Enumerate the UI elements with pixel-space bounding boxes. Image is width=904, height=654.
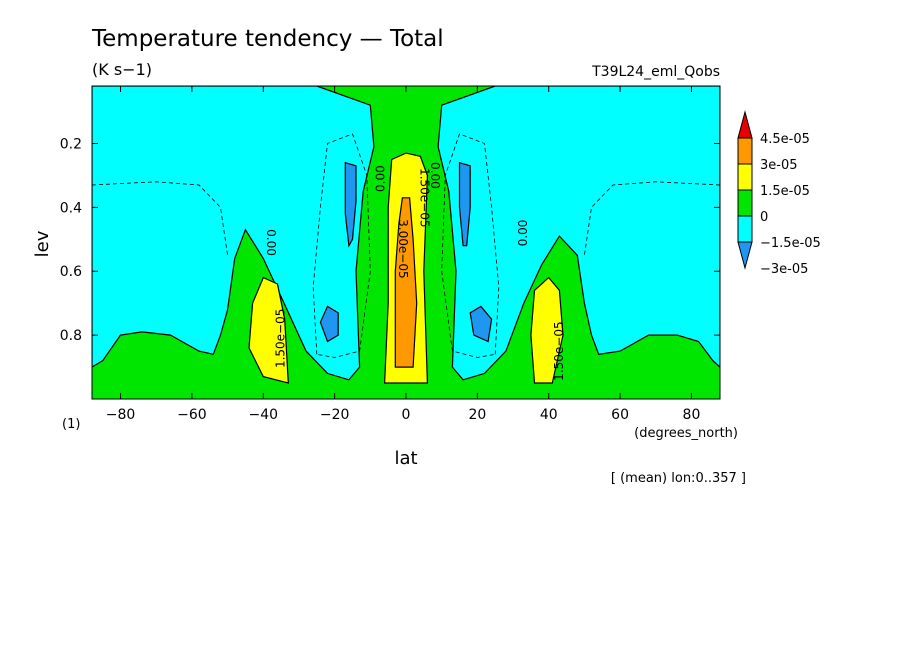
colorbar-swatch [737,163,753,191]
contour-region-lt_neg_3e5 [469,305,493,343]
colorbar-label: −3e-05 [760,262,808,277]
y-tick-label: 0.4 [60,200,82,216]
contour-region-lt_neg_3e5 [319,305,339,343]
colorbar-label: 1.5e-05 [760,184,810,199]
y-axis: 0.2 0.4 0.6 0.8 [60,136,720,344]
contour-region-lt_neg_15e5 [437,86,720,381]
colorbar: 4.5e-05 3e-05 1.5e-05 0 −1.5e-05 −3e-05 [737,110,821,277]
contour-label: 0.00 [374,165,388,192]
contour-region-lt_15e5 [248,276,289,384]
y-tick-label: 0.8 [60,328,82,344]
contour-label: 1.50e−05 [417,168,431,227]
contour-region-lt_neg_15e5 [92,86,375,381]
colorbar-label: 3e-05 [760,158,798,173]
contour-region-lt_15e5 [530,276,564,384]
x-tick-label: −60 [177,407,207,423]
colorbar-label: 0 [760,210,768,225]
contour-lines [92,133,720,358]
x-unit-label: (degrees_north) [634,426,738,441]
contour-label: 1.50e−05 [552,321,566,380]
y-axis-label: lev [32,230,53,257]
contour-label: 3.00e−05 [396,219,410,278]
negative-contour-line [312,133,371,358]
plot-area: 0.00 1.50e−050.003.00e−050.00 0.001.50e−05… [91,85,721,400]
x-axis: −80 −60 −40 −20 0 20 40 60 80 [106,86,701,423]
contour-region-lt_neg_3e5 [458,161,471,247]
x-tick-label: −20 [320,407,350,423]
colorbar-label: 4.5e-05 [760,132,810,147]
footnote: [ (mean) lon:0..357 ] [611,471,746,486]
contour-label: 0.00 [516,220,530,247]
y-tick-label: 0.6 [60,264,82,280]
contour-label: 0.00 [428,162,442,189]
colorbar-label: −1.5e-05 [760,236,821,251]
chart-units: (K s−1) [92,60,152,79]
x-tick-label: −80 [106,407,136,423]
contour-label: 0.00 [264,229,278,256]
colorbar-top-arrow [737,110,753,139]
negative-contour-line [92,181,228,256]
contour-labels: 0.00 1.50e−050.003.00e−050.00 0.001.50e−05… [264,162,566,381]
x-tick-label: 0 [402,407,411,423]
contour-region-lt_neg_3e5 [344,161,357,248]
y-tick-label: 0.2 [60,136,82,152]
run-name: T39L24_eml_Qobs [591,64,720,80]
x-axis-label: lat [394,448,417,469]
x-tick-label: 40 [540,407,558,423]
colorbar-swatch [737,215,753,243]
colorbar-swatch [737,189,753,217]
negative-contour-line [584,181,720,256]
contour-fills [92,86,720,399]
chart-title: Temperature tendency — Total [91,26,444,52]
x-tick-label: 80 [683,407,701,423]
lev-unit-label: (1) [62,417,80,432]
contour-label: 1.50e−05 [274,309,288,368]
contour-region-lt_3e5 [394,197,418,368]
x-tick-label: −40 [248,407,278,423]
x-tick-label: 60 [611,407,629,423]
colorbar-bottom-arrow [737,241,753,270]
colorbar-swatch [737,137,753,165]
negative-contour-line [441,133,500,358]
x-tick-label: 20 [468,407,486,423]
